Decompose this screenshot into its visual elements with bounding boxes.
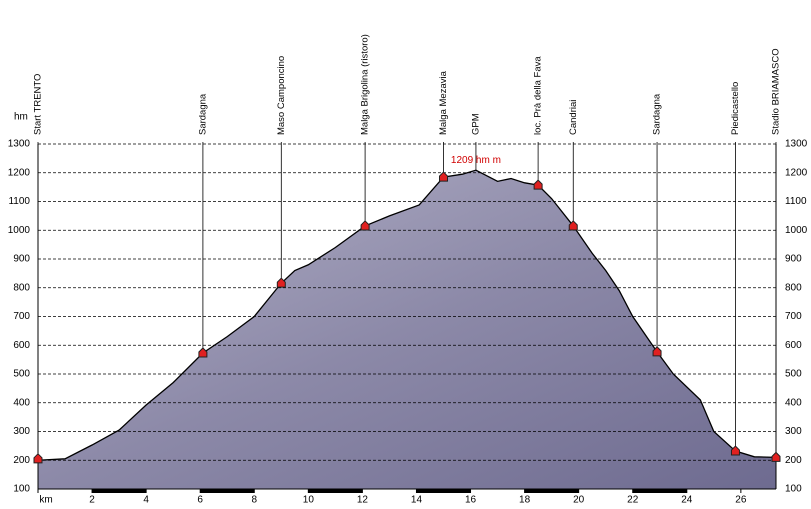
y-tick-label: 500 [13, 369, 30, 380]
waypoint-label: Start TRENTO [33, 74, 44, 135]
y-tick-label: 1300 [8, 139, 31, 150]
y-tick-label-right: 400 [785, 397, 802, 408]
marker-shape [533, 179, 543, 190]
waypoint-marker [438, 171, 448, 182]
waypoint-marker [33, 453, 43, 464]
waypoint-label: Maso Camponcino [276, 56, 287, 135]
x-tick-label: 18 [519, 495, 531, 506]
x-tick-label: 12 [357, 495, 369, 506]
x-tick-label: 24 [681, 495, 693, 506]
y-tick-label: 900 [13, 254, 30, 265]
y-tick-label-right: 1000 [785, 225, 808, 236]
waypoint-label: Sardagna [197, 93, 208, 135]
waypoint-marker [730, 445, 740, 456]
x-tick-label: km [39, 495, 52, 506]
y-tick-label: 300 [13, 426, 30, 437]
x-tick-label: 8 [251, 495, 257, 506]
y-tick-label-right: 1100 [785, 196, 807, 207]
marker-shape [198, 347, 208, 358]
marker-shape [438, 171, 448, 182]
scale-segment [524, 489, 579, 493]
waypoint-marker [276, 277, 286, 288]
y-tick-label: 800 [13, 282, 30, 293]
x-tick-label: 22 [627, 495, 639, 506]
y-tick-label: 1100 [8, 196, 30, 207]
waypoint-marker [568, 220, 578, 231]
y-axis-label: hm [14, 112, 28, 123]
waypoint-label: loc. Prà della Fava [533, 56, 544, 135]
y-tick-label-right: 500 [785, 369, 802, 380]
waypoint-label: Piedicastello [730, 82, 741, 135]
marker-shape [33, 453, 43, 464]
waypoint-label: GPM [470, 113, 481, 135]
y-tick-label-right: 1300 [785, 139, 808, 150]
waypoint-label: Candriai [568, 100, 579, 135]
x-tick-label: 20 [573, 495, 585, 506]
scale-segment [416, 489, 471, 493]
profile-area [38, 170, 776, 489]
waypoint-marker [652, 346, 662, 357]
y-tick-label-right: 200 [785, 455, 802, 466]
y-tick-label: 1000 [8, 225, 31, 236]
x-tick-label: 6 [197, 495, 203, 506]
y-tick-label-right: 800 [785, 282, 802, 293]
marker-shape [568, 220, 578, 231]
marker-shape [730, 445, 740, 456]
marker-shape [360, 220, 370, 231]
y-tick-label: 200 [13, 455, 30, 466]
y-tick-label-right: 600 [785, 340, 802, 351]
marker-shape [771, 451, 781, 462]
marker-shape [652, 346, 662, 357]
waypoint-marker [198, 347, 208, 358]
y-tick-label-right: 1200 [785, 167, 808, 178]
waypoint-marker [533, 179, 543, 190]
y-tick-label: 600 [13, 340, 30, 351]
y-tick-label: 400 [13, 397, 30, 408]
waypoint-label: Malga Brigolina (ristoro) [360, 34, 371, 135]
scale-segment [92, 489, 147, 493]
waypoint-marker [360, 220, 370, 231]
x-tick-label: 16 [465, 495, 477, 506]
y-tick-label-right: 900 [785, 254, 802, 265]
y-tick-label: 100 [13, 484, 30, 495]
x-tick-label: 26 [735, 495, 747, 506]
x-tick-label: 2 [89, 495, 95, 506]
x-tick-label: 14 [411, 495, 423, 506]
waypoint-marker [771, 451, 781, 462]
y-tick-label-right: 300 [785, 426, 802, 437]
summit-annotation: 1209 hm m [451, 155, 501, 166]
x-tick-label: 10 [303, 495, 315, 506]
y-tick-label-right: 700 [785, 311, 802, 322]
y-tick-label-right: 100 [785, 484, 802, 495]
scale-segment [632, 489, 687, 493]
y-tick-label: 1200 [8, 167, 31, 178]
y-tick-label: 700 [13, 311, 30, 322]
scale-segment [200, 489, 255, 493]
waypoint-label: Sardagna [652, 93, 663, 135]
marker-shape [276, 277, 286, 288]
waypoint-label: Malga Mezavia [438, 70, 449, 135]
x-tick-label: 4 [143, 495, 149, 506]
scale-segment [308, 489, 363, 493]
waypoint-label: Stadio BRIAMASCO [771, 48, 782, 135]
